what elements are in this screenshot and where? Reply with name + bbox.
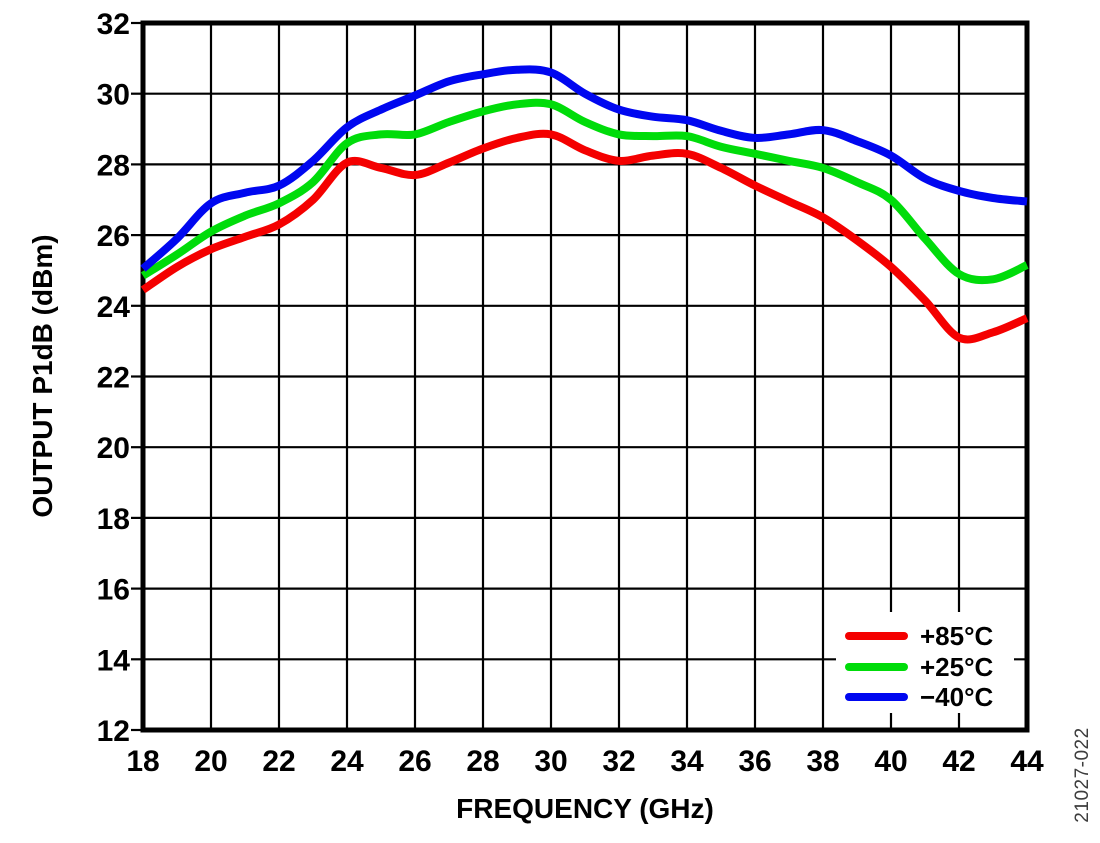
legend-item-85c: +85°C bbox=[845, 621, 1014, 652]
x-tick-label: 30 bbox=[534, 745, 567, 778]
y-tick-label: 24 bbox=[97, 291, 131, 324]
y-tick-label: 18 bbox=[97, 503, 130, 536]
watermark-code: 21027-022 bbox=[1072, 727, 1093, 823]
x-tick-label: 18 bbox=[126, 745, 159, 778]
legend-swatch-blue-line bbox=[845, 693, 908, 702]
y-tick-label: 12 bbox=[97, 715, 130, 748]
x-tick-label: 20 bbox=[194, 745, 227, 778]
legend: +85°C +25°C −40°C bbox=[836, 612, 1014, 713]
y-tick-label: 14 bbox=[97, 644, 131, 677]
x-tick-label: 42 bbox=[942, 745, 975, 778]
y-tick-label: 20 bbox=[97, 432, 130, 465]
x-tick-label: 40 bbox=[874, 745, 907, 778]
x-tick-label: 34 bbox=[670, 745, 704, 778]
x-tick-label: 26 bbox=[398, 745, 431, 778]
x-tick-label: 44 bbox=[1010, 745, 1044, 778]
plot-border bbox=[140, 20, 1030, 733]
legend-item-minus40c: −40°C bbox=[845, 682, 1014, 713]
legend-item-25c: +25°C bbox=[845, 652, 1014, 683]
legend-label-25c: +25°C bbox=[920, 651, 994, 682]
y-tick-label: 28 bbox=[97, 149, 130, 182]
x-tick-label: 24 bbox=[330, 745, 364, 778]
y-axis-title: OUTPUT P1dB (dBm) bbox=[27, 234, 58, 518]
legend-label-85c: +85°C bbox=[920, 621, 994, 651]
y-tick-label: 30 bbox=[97, 79, 130, 112]
x-tick-label: 28 bbox=[466, 745, 499, 778]
series-curve-2 bbox=[140, 65, 1028, 272]
x-tick-label: 22 bbox=[262, 745, 295, 778]
legend-label-minus40c: −40°C bbox=[920, 682, 994, 712]
x-axis-title: FREQUENCY (GHz) bbox=[456, 793, 714, 824]
x-tick-label: 36 bbox=[738, 745, 771, 778]
y-tick-label: 26 bbox=[97, 220, 130, 253]
legend-swatch-red-line bbox=[845, 632, 908, 641]
y-tick-label: 32 bbox=[97, 8, 130, 41]
x-tick-label: 32 bbox=[602, 745, 635, 778]
y-tick-label: 16 bbox=[97, 574, 130, 607]
y-tick-label: 22 bbox=[97, 362, 130, 395]
series-curve-1 bbox=[140, 98, 1029, 285]
legend-swatch-green-line bbox=[845, 662, 908, 671]
x-tick-label: 38 bbox=[806, 745, 839, 778]
series-curve-0 bbox=[140, 129, 1029, 344]
